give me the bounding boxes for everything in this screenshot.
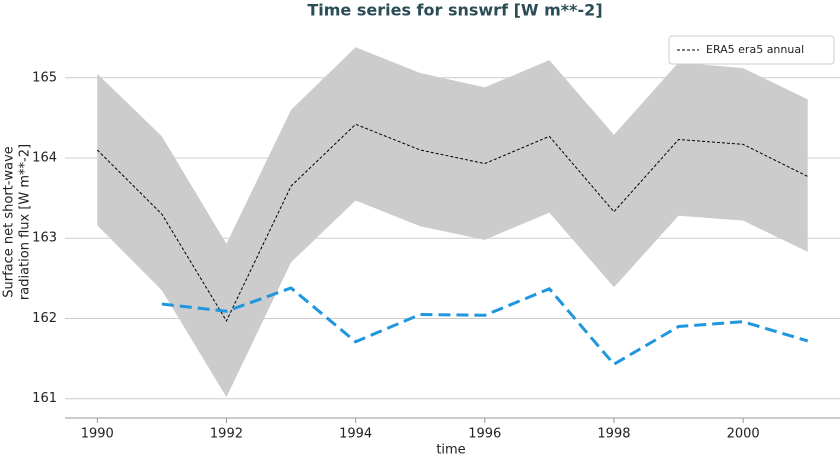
- legend-box: [668, 35, 835, 65]
- x-tick-label: 1998: [597, 427, 630, 442]
- y-tick-label: 163: [32, 231, 57, 246]
- y-tick-label: 165: [32, 70, 57, 85]
- series-line: [161, 286, 809, 367]
- legend: ERA5 era5 annual: [668, 35, 835, 65]
- x-tick-label: 1996: [468, 427, 501, 442]
- x-tick-label: 2000: [727, 427, 760, 442]
- x-tick-label: 1994: [339, 427, 372, 442]
- y-tick-label: 164: [32, 151, 57, 166]
- y-tick-label: 161: [32, 391, 57, 406]
- chart-title: Time series for snswrf [W m**-2]: [307, 1, 602, 20]
- y-axis-label-line: Surface net short-wave: [2, 146, 17, 298]
- x-axis-label: time: [436, 443, 465, 458]
- y-axis-label: Surface net short-wave radiation flux [W…: [2, 144, 33, 300]
- series-line: [96, 123, 808, 322]
- x-tick-label: 1990: [81, 427, 114, 442]
- spread-band: [97, 47, 808, 398]
- y-tick-label: 162: [32, 311, 57, 326]
- x-tick-label: 1992: [210, 427, 243, 442]
- legend-label: ERA5 era5 annual: [706, 43, 804, 56]
- y-axis-label-line: radiation flux [W m**-2]: [18, 144, 33, 300]
